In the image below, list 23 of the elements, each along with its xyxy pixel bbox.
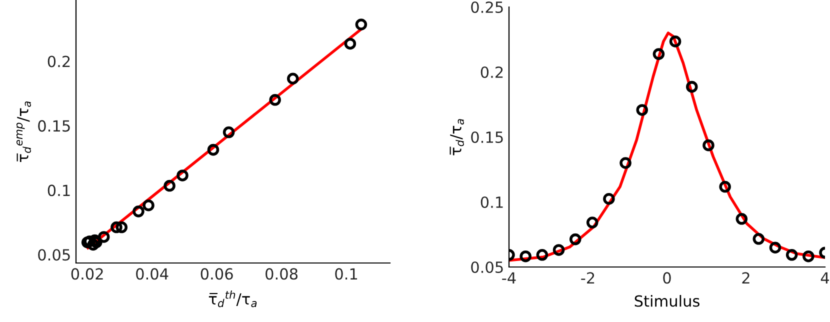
x-axis-title: τ̅$_{d}$$^{th}$/τ$_{a}$ — [208, 290, 257, 308]
y-tick-label: 0.2 — [48, 56, 70, 68]
x-tick-label: 2 — [742, 272, 750, 284]
x-tick-label: 4 — [820, 272, 830, 284]
y-tick-label: 0.1 — [480, 196, 503, 208]
x-tick-label: -4 — [502, 272, 516, 284]
y-tick-label: 0.1 — [48, 184, 70, 196]
x-tick-label: 0.02 — [71, 268, 103, 280]
y-axis-title: τ̅$_{d}$/τ$_{a}$ — [450, 119, 464, 156]
y-tick-label: 0.25 — [471, 1, 503, 14]
x-tick-label: 0 — [663, 272, 671, 284]
x-tick-label: 0.1 — [335, 268, 358, 280]
x-tick-label: 0.04 — [136, 268, 168, 280]
x-tick-label: 0.06 — [200, 268, 233, 280]
y-tick-label: 0.15 — [38, 120, 70, 132]
y-axis-title: τ̅$_{d}$$^{emp}$/τ$_{a}$ — [16, 102, 31, 162]
x-tick-label: 0.08 — [266, 268, 298, 280]
y-tick-label: 0.05 — [38, 249, 70, 261]
y-tick-label: 0.15 — [471, 131, 503, 144]
y-tick-label: 0.05 — [471, 261, 503, 274]
y-tick-label: 0.2 — [480, 66, 503, 78]
x-tick-label: -2 — [581, 272, 594, 284]
x-axis-title: Stimulus — [634, 294, 700, 307]
